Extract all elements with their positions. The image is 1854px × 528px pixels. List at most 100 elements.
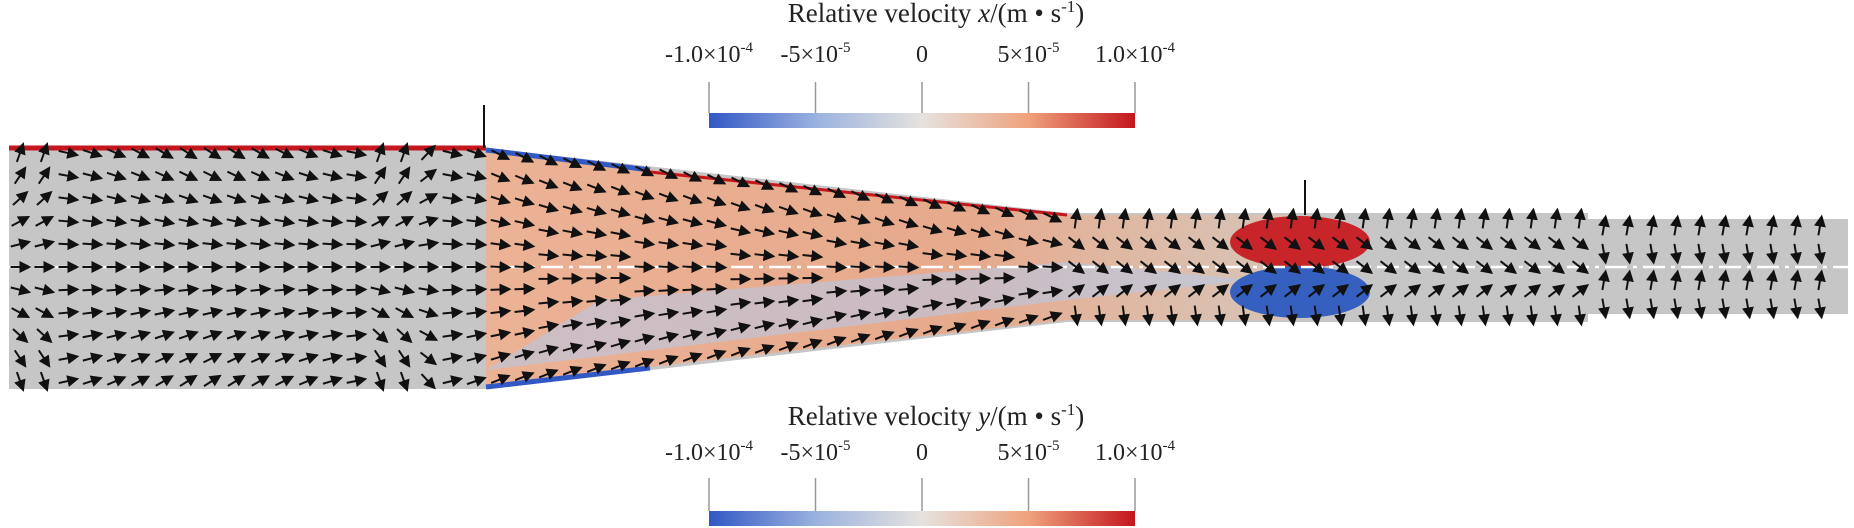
vector-arrow <box>587 159 607 171</box>
vector-arrow <box>322 306 344 319</box>
vector-arrow <box>682 352 703 364</box>
tick-exponent: -5 <box>1047 438 1060 454</box>
vector-arrow <box>203 353 223 364</box>
vector-arrow <box>1283 260 1302 275</box>
vector-arrow <box>1043 211 1063 223</box>
vector-arrow <box>490 238 512 251</box>
vector-arrow <box>922 223 943 235</box>
vector-arrow <box>1093 305 1106 327</box>
vector-arrow <box>730 322 752 334</box>
vector-arrow <box>634 189 655 201</box>
vector-arrow <box>203 170 223 181</box>
vector-arrow <box>1018 313 1039 326</box>
vector-arrow <box>1742 269 1754 291</box>
vector-arrow <box>298 215 320 228</box>
colorbar-tick-label: -1.0×10-4 <box>665 438 754 466</box>
vector-arrow <box>610 206 632 218</box>
vector-arrow <box>1790 269 1802 291</box>
vector-arrow <box>202 215 224 228</box>
vector-arrow <box>274 352 295 364</box>
vector-arrow <box>682 193 703 205</box>
vector-arrow <box>634 213 656 225</box>
vector-arrow <box>466 375 487 387</box>
vector-arrow <box>658 214 680 227</box>
vector-arrow <box>850 333 871 345</box>
vector-arrow <box>1042 260 1064 273</box>
vector-arrow <box>971 203 991 215</box>
vector-arrow <box>106 215 128 228</box>
vector-arrow <box>11 307 31 319</box>
vector-arrow <box>10 238 32 251</box>
vector-arrow <box>1283 283 1302 298</box>
vector-arrow <box>203 147 222 160</box>
vector-arrow <box>1622 243 1634 265</box>
vector-arrow <box>226 215 248 228</box>
colorbar-gradient <box>709 511 1135 526</box>
vector-arrow <box>298 238 320 251</box>
vector-arrow <box>1405 305 1418 327</box>
tick-exponent: -4 <box>1163 438 1176 454</box>
vector-arrow <box>1379 260 1398 275</box>
vector-arrow <box>251 147 270 159</box>
colorbar-title: Relative velocity y/(m • s-1) <box>788 400 1085 431</box>
vector-arrow <box>538 225 560 238</box>
vector-arrow <box>275 375 295 387</box>
vector-arrow <box>1355 283 1374 298</box>
vector-arrow <box>1141 207 1154 229</box>
vector-arrow <box>1766 214 1778 236</box>
vector-arrow <box>346 192 368 205</box>
vector-arrow <box>58 306 80 319</box>
colorbar: Relative velocity y/(m • s-1) -1.0×10-4 -… <box>665 400 1176 526</box>
vector-arrow <box>82 283 104 296</box>
vector-arrow <box>398 142 410 163</box>
vector-arrow <box>179 147 198 160</box>
vector-arrow <box>634 357 655 369</box>
vector-arrow <box>1427 283 1446 298</box>
vector-arrow <box>850 213 871 225</box>
vector-arrow <box>946 273 968 286</box>
vector-arrow <box>82 352 104 365</box>
vector-arrow <box>82 147 103 159</box>
vector-arrow <box>1475 260 1494 275</box>
vector-arrow <box>155 375 174 387</box>
vector-arrow <box>1718 298 1730 320</box>
vector-arrow <box>1189 305 1202 327</box>
vector-arrow <box>154 215 176 228</box>
vector-arrow <box>946 224 968 237</box>
vector-arrow <box>35 307 55 319</box>
vector-arrow <box>898 305 920 318</box>
vector-arrow <box>682 306 704 319</box>
vector-arrow <box>322 283 344 296</box>
vector-arrow <box>250 352 271 364</box>
vector-arrow <box>274 329 296 342</box>
vector-arrow <box>1018 260 1040 273</box>
vector-arrow <box>394 283 416 296</box>
vector-arrow <box>131 147 151 159</box>
vector-arrow <box>1381 207 1394 229</box>
tick-mantissa: 5×10 <box>997 440 1047 466</box>
vector-arrow <box>442 238 464 251</box>
flow-domain <box>9 105 1848 390</box>
vector-arrow <box>1405 207 1418 229</box>
vector-arrow <box>1309 207 1322 229</box>
vector-arrow <box>898 260 920 273</box>
vector-arrow <box>106 329 128 342</box>
velocity-trough <box>1230 266 1370 318</box>
vector-arrow <box>322 215 344 228</box>
vector-arrow <box>396 190 413 206</box>
vector-arrow <box>374 371 386 392</box>
vector-arrow <box>58 375 80 387</box>
vector-arrow <box>1237 207 1250 229</box>
vector-arrow <box>1790 298 1802 320</box>
colorbar-tick-label: 5×10-5 <box>997 438 1059 466</box>
vector-arrow <box>274 238 296 251</box>
colorbar-tick-label: 1.0×10-4 <box>1095 40 1176 68</box>
vector-arrow <box>1694 269 1706 291</box>
vector-arrow <box>994 249 1016 262</box>
vector-arrow <box>250 283 272 296</box>
vector-arrow <box>874 307 896 319</box>
vector-arrow <box>394 238 416 251</box>
vector-arrow <box>346 306 368 319</box>
vector-arrow <box>1670 243 1682 265</box>
